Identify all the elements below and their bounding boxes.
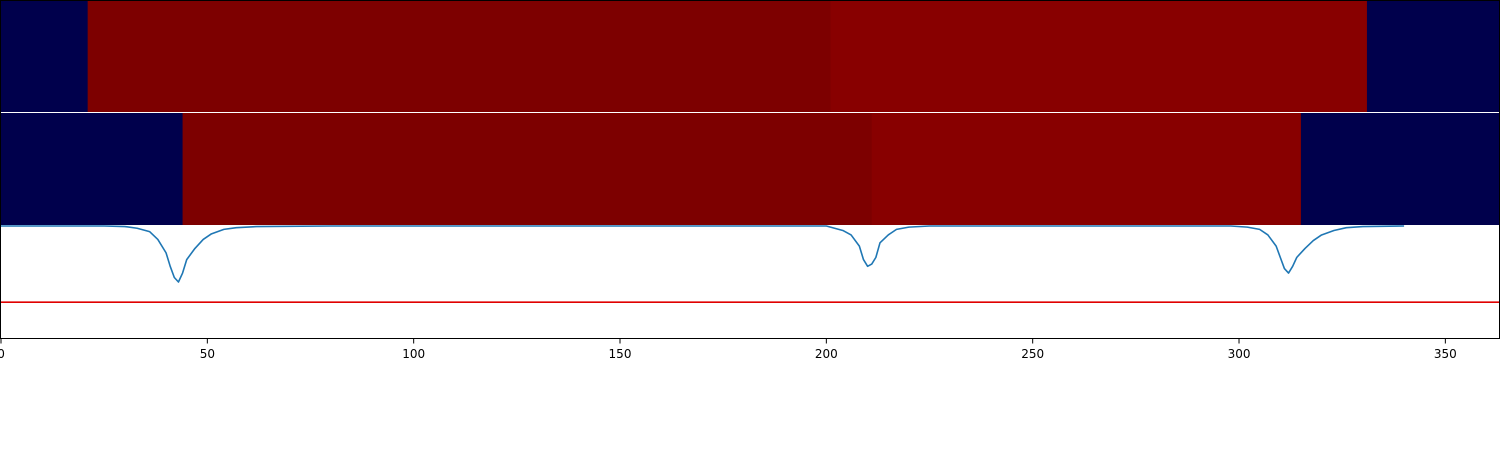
- x-tick-label-350: 350: [1434, 347, 1457, 361]
- heatmap-top: [1, 1, 1500, 112]
- heatmap-top-segment-2: [830, 1, 1368, 112]
- x-tick-label-0: 0: [0, 347, 5, 361]
- heatmap-middle-segment-3: [1300, 113, 1500, 225]
- x-tick-label-300: 300: [1228, 347, 1251, 361]
- x-tick-label-100: 100: [402, 347, 425, 361]
- x-tick-label-250: 250: [1021, 347, 1044, 361]
- line-panel: [1, 225, 1499, 303]
- x-axis: 0 50 100 150 200 250 300 350: [0, 339, 1457, 361]
- heatmap-middle-segment-2: [871, 113, 1302, 225]
- heatmap-top-segment-3: [1366, 1, 1500, 112]
- x-tick-label-200: 200: [815, 347, 838, 361]
- heatmap-middle-segment-1: [182, 113, 873, 225]
- heatmap-top-segment-0: [1, 1, 89, 112]
- x-tick-label-150: 150: [609, 347, 632, 361]
- heatmap-top-segment-1: [87, 1, 831, 112]
- heatmap-middle-segment-0: [1, 113, 184, 225]
- heatmap-middle: [1, 113, 1500, 225]
- x-tick-label-50: 50: [200, 347, 215, 361]
- signal-line: [1, 225, 1405, 283]
